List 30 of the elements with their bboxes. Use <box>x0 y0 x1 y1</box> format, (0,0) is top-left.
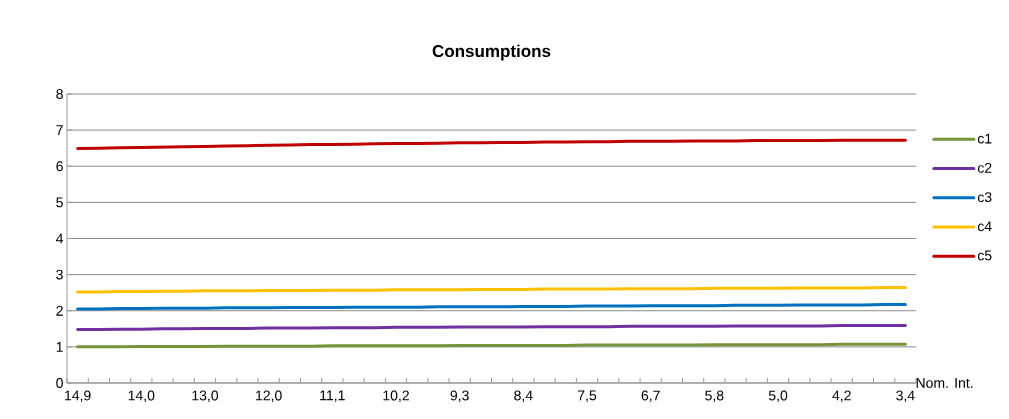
x-tick-label: 6,7 <box>641 390 660 403</box>
y-tick-label: 0 <box>56 378 63 388</box>
x-tick-label: 3,4 <box>896 390 915 403</box>
x-tick-label: 7,5 <box>578 390 597 402</box>
chart-title: Consumptions <box>432 44 551 61</box>
x-tick-label: 10,2 <box>383 390 409 403</box>
y-tick-label: 6 <box>56 161 63 172</box>
x-tick-label: 4,2 <box>832 390 851 403</box>
x-tick-label: 5,0 <box>768 390 788 403</box>
y-tick-label: 5 <box>56 197 63 208</box>
legend-label: c5 <box>977 250 992 261</box>
x-axis-title: Nom. Int. <box>916 378 973 388</box>
x-tick-label: 9,3 <box>450 390 469 403</box>
x-tick-label: 14,0 <box>128 390 155 403</box>
y-tick-label: 4 <box>56 233 64 244</box>
y-tick-label: 1 <box>56 342 63 352</box>
y-tick-label: 2 <box>56 305 63 316</box>
y-tick-label: 7 <box>56 125 63 135</box>
y-tick-label: 3 <box>56 269 63 280</box>
x-tick-label: 8,4 <box>514 390 533 403</box>
x-tick-label: 14,9 <box>65 390 91 403</box>
legend-label: c2 <box>977 162 992 173</box>
x-tick-label: 5,8 <box>705 390 724 403</box>
x-tick-label: 12,0 <box>256 390 282 403</box>
legend-label: c3 <box>977 192 992 203</box>
x-tick-label: 11,1 <box>320 390 345 402</box>
legend-label: c4 <box>977 221 992 232</box>
x-tick-label: 13,0 <box>192 390 219 403</box>
legend-label: c1 <box>977 133 992 144</box>
y-tick-label: 8 <box>56 89 63 99</box>
